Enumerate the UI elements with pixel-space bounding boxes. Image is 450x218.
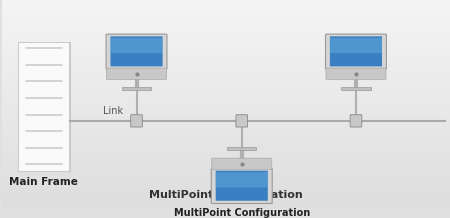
FancyBboxPatch shape <box>236 115 248 127</box>
FancyBboxPatch shape <box>212 158 272 169</box>
FancyBboxPatch shape <box>330 36 382 66</box>
FancyBboxPatch shape <box>106 34 167 69</box>
Bar <box>122 87 151 90</box>
Bar <box>227 147 256 150</box>
FancyBboxPatch shape <box>330 38 382 53</box>
FancyBboxPatch shape <box>326 68 386 80</box>
FancyBboxPatch shape <box>18 42 69 171</box>
FancyBboxPatch shape <box>130 115 142 127</box>
Text: MultiPoint Configuration: MultiPoint Configuration <box>149 190 303 200</box>
FancyBboxPatch shape <box>212 169 272 204</box>
FancyBboxPatch shape <box>110 38 162 53</box>
Text: MultiPoint Configuration: MultiPoint Configuration <box>174 208 310 218</box>
FancyBboxPatch shape <box>216 172 268 187</box>
FancyBboxPatch shape <box>107 68 166 80</box>
FancyBboxPatch shape <box>216 171 268 201</box>
Bar <box>342 87 370 90</box>
FancyBboxPatch shape <box>325 34 387 69</box>
Text: Main Frame: Main Frame <box>9 177 78 187</box>
FancyBboxPatch shape <box>110 36 162 66</box>
FancyBboxPatch shape <box>19 42 71 172</box>
Text: Link: Link <box>103 106 123 116</box>
FancyBboxPatch shape <box>350 115 362 127</box>
